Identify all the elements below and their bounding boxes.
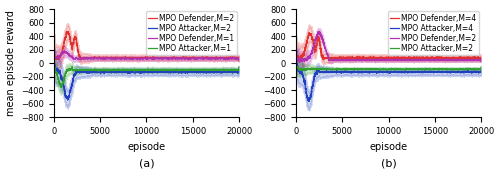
MPO Attacker,M=4	[339, 71, 345, 73]
Line: MPO Attacker,M=2: MPO Attacker,M=2	[54, 62, 239, 100]
MPO Attacker,M=2	[224, 71, 230, 73]
MPO Attacker,M=1	[58, 86, 64, 88]
MPO Attacker,M=2	[300, 70, 306, 72]
MPO Defender,M=2	[50, 57, 56, 59]
MPO Attacker,M=1	[97, 69, 103, 71]
MPO Attacker,M=2	[163, 71, 169, 73]
MPO Attacker,M=2	[138, 71, 144, 74]
MPO Attacker,M=4	[306, 100, 312, 102]
MPO Defender,M=1	[50, 60, 56, 62]
MPO Attacker,M=2	[170, 71, 175, 73]
Legend: MPO Defender,M=2, MPO Attacker,M=2, MPO Defender,M=1, MPO Attacker,M=1: MPO Defender,M=2, MPO Attacker,M=2, MPO …	[146, 11, 237, 55]
X-axis label: episode: episode	[370, 142, 408, 152]
MPO Attacker,M=4	[426, 71, 432, 73]
MPO Attacker,M=2	[97, 70, 103, 73]
MPO Attacker,M=2	[339, 68, 345, 70]
Line: MPO Attacker,M=2: MPO Attacker,M=2	[296, 65, 482, 71]
MPO Defender,M=2	[380, 59, 386, 61]
MPO Attacker,M=2	[52, 61, 58, 64]
MPO Defender,M=2	[296, 61, 302, 63]
MPO Attacker,M=2	[236, 67, 242, 69]
MPO Defender,M=1	[61, 50, 67, 52]
MPO Defender,M=2	[316, 30, 322, 33]
MPO Defender,M=2	[339, 59, 345, 61]
MPO Defender,M=1	[138, 57, 144, 59]
MPO Defender,M=1	[163, 57, 169, 59]
MPO Attacker,M=1	[138, 69, 144, 71]
MPO Defender,M=4	[339, 57, 345, 59]
MPO Attacker,M=4	[412, 71, 418, 74]
Text: (b): (b)	[381, 159, 396, 169]
MPO Attacker,M=1	[163, 69, 169, 71]
X-axis label: episode: episode	[128, 142, 166, 152]
MPO Attacker,M=2	[466, 68, 472, 70]
MPO Defender,M=1	[170, 57, 175, 60]
MPO Defender,M=2	[426, 59, 432, 61]
MPO Defender,M=4	[478, 59, 484, 62]
Line: MPO Defender,M=2: MPO Defender,M=2	[54, 32, 239, 60]
MPO Defender,M=2	[236, 59, 242, 61]
MPO Attacker,M=4	[293, 62, 299, 64]
Line: MPO Defender,M=4: MPO Defender,M=4	[296, 33, 482, 62]
MPO Defender,M=4	[412, 57, 418, 59]
MPO Defender,M=2	[184, 57, 190, 59]
Line: MPO Defender,M=1: MPO Defender,M=1	[54, 51, 239, 61]
MPO Attacker,M=2	[50, 62, 56, 64]
MPO Attacker,M=2	[478, 65, 484, 67]
MPO Defender,M=4	[405, 57, 411, 59]
MPO Attacker,M=2	[426, 68, 432, 70]
Line: MPO Attacker,M=4: MPO Attacker,M=4	[296, 63, 482, 101]
MPO Attacker,M=2	[380, 68, 386, 70]
MPO Defender,M=4	[466, 56, 472, 58]
MPO Attacker,M=2	[405, 68, 411, 70]
MPO Attacker,M=1	[236, 66, 242, 68]
Legend: MPO Defender,M=4, MPO Attacker,M=4, MPO Defender,M=2, MPO Attacker,M=2: MPO Defender,M=4, MPO Attacker,M=4, MPO …	[388, 11, 479, 55]
MPO Defender,M=2	[466, 59, 472, 61]
MPO Attacker,M=1	[184, 69, 190, 71]
MPO Defender,M=2	[163, 57, 169, 59]
MPO Attacker,M=1	[170, 69, 175, 71]
Line: MPO Attacker,M=1: MPO Attacker,M=1	[54, 66, 239, 87]
MPO Attacker,M=1	[224, 69, 230, 72]
MPO Defender,M=2	[412, 59, 418, 61]
Line: MPO Defender,M=2: MPO Defender,M=2	[296, 32, 482, 62]
MPO Defender,M=2	[138, 56, 144, 59]
MPO Defender,M=4	[296, 61, 302, 63]
MPO Defender,M=1	[97, 57, 103, 59]
MPO Attacker,M=4	[478, 67, 484, 69]
MPO Defender,M=2	[97, 57, 103, 59]
Text: (a): (a)	[138, 159, 154, 169]
MPO Defender,M=2	[405, 59, 411, 61]
MPO Attacker,M=2	[412, 68, 418, 70]
MPO Defender,M=4	[380, 57, 386, 59]
MPO Attacker,M=2	[64, 99, 70, 101]
MPO Attacker,M=4	[466, 71, 472, 73]
MPO Attacker,M=2	[293, 64, 299, 66]
MPO Defender,M=4	[306, 32, 312, 34]
MPO Defender,M=2	[170, 57, 175, 59]
MPO Defender,M=2	[478, 60, 484, 63]
MPO Defender,M=2	[65, 30, 71, 33]
MPO Defender,M=2	[293, 60, 299, 62]
MPO Defender,M=1	[184, 57, 190, 59]
MPO Defender,M=1	[236, 60, 242, 62]
MPO Defender,M=4	[293, 58, 299, 60]
MPO Attacker,M=1	[50, 65, 56, 67]
MPO Defender,M=4	[426, 57, 432, 59]
MPO Defender,M=1	[224, 57, 230, 59]
MPO Attacker,M=2	[184, 71, 190, 73]
MPO Defender,M=2	[224, 57, 230, 59]
MPO Attacker,M=4	[380, 71, 386, 74]
Y-axis label: mean episode reward: mean episode reward	[6, 10, 16, 116]
MPO Attacker,M=4	[405, 71, 411, 73]
